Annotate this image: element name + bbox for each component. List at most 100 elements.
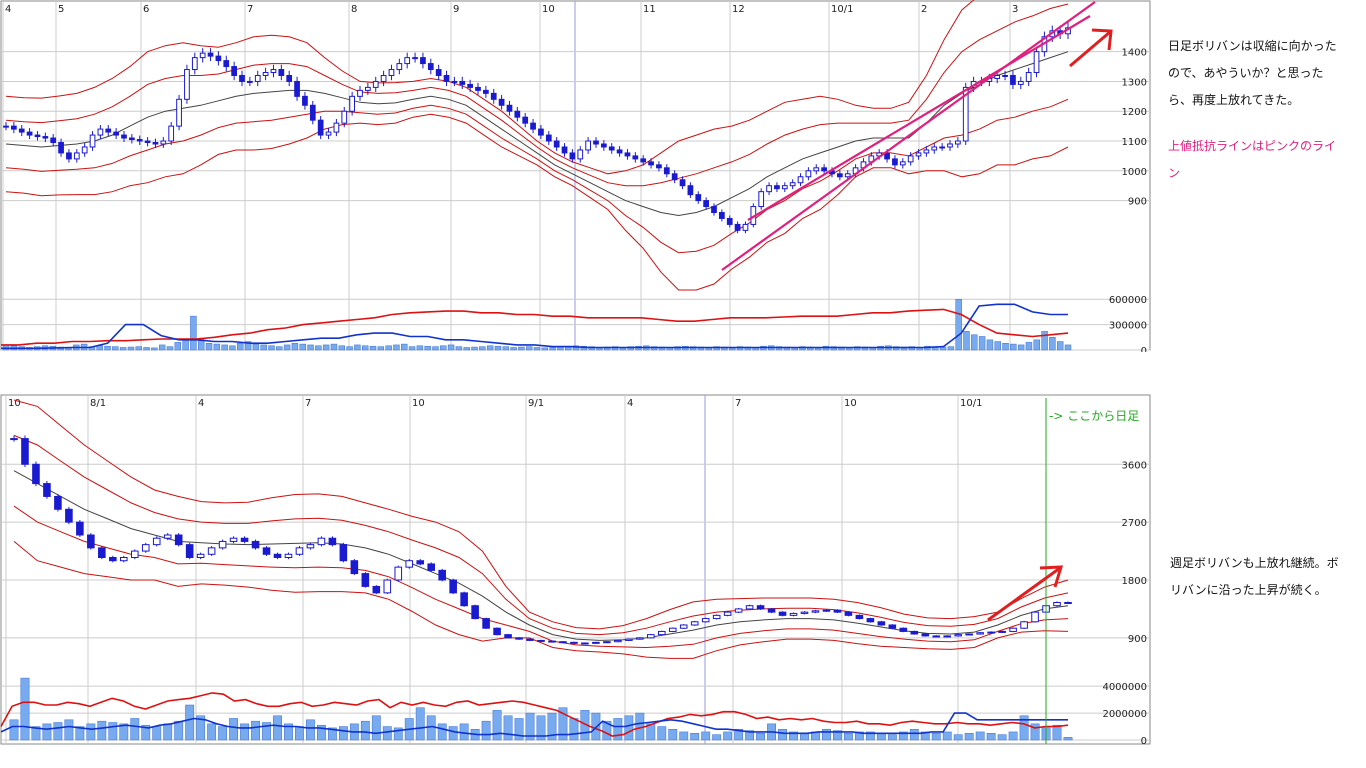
volume-bar: [141, 724, 151, 741]
volume-bar: [1010, 343, 1017, 351]
candle-body: [774, 185, 780, 190]
x-tick-label: 2: [921, 4, 927, 15]
volume-bar: [42, 723, 52, 741]
candle-body: [943, 635, 952, 638]
trend-arrow-head-weekly: [1039, 565, 1064, 588]
volume-bar: [166, 346, 174, 351]
candle-body: [570, 641, 578, 644]
volume-bar: [975, 731, 985, 741]
candle-body: [561, 146, 568, 154]
candle-body: [191, 57, 198, 71]
candle-body: [294, 80, 300, 97]
candle-body: [955, 140, 961, 145]
volume-bar: [898, 731, 908, 741]
volume-bar: [942, 731, 952, 741]
volume-bar: [909, 728, 919, 741]
volume-bar: [558, 707, 568, 741]
volume-bar: [158, 344, 166, 351]
volume-bar: [382, 726, 392, 741]
volume-bar: [525, 712, 535, 741]
volume-bar: [471, 346, 478, 351]
volume-bar: [674, 346, 681, 351]
candle-body: [184, 69, 190, 100]
candle-body: [32, 463, 40, 485]
trend-arrow-head-daily: [1091, 28, 1113, 51]
volume-bar: [756, 733, 766, 741]
volume-bar: [306, 719, 315, 741]
candle-body: [679, 624, 688, 629]
candle-body: [372, 585, 381, 594]
x-tick-label: 7: [305, 398, 311, 409]
daily-chart-svg: 4 5 6 7 8 9 10 11 12 10/1 2 3 1400 1300 1200 1100 1000 90…: [0, 0, 1151, 352]
candle-body: [976, 632, 984, 635]
candle-body: [223, 60, 230, 68]
candle-body: [405, 560, 414, 568]
volume-bar: [627, 346, 634, 351]
volume-bar: [448, 726, 458, 741]
volume-bar: [994, 341, 1001, 351]
candle-body: [515, 637, 523, 640]
candle-body: [601, 143, 607, 148]
candle-body: [89, 134, 96, 148]
volume-bar: [393, 727, 403, 741]
x-tick-label: 12: [732, 4, 745, 15]
candle-body: [73, 152, 80, 160]
volume-line-blue: [1, 303, 1068, 350]
volume-bar: [415, 707, 425, 741]
volume-bar: [426, 715, 436, 741]
volume-bar: [964, 733, 974, 741]
volume-bar: [9, 719, 19, 741]
volume-bar: [833, 730, 842, 741]
volume-bar: [502, 346, 509, 351]
volume-bar: [346, 346, 353, 351]
price-tick-label: 2700: [1122, 518, 1147, 529]
volume-bar: [251, 720, 260, 741]
volume-bar: [572, 345, 580, 351]
candle-body: [443, 74, 450, 82]
volume-bar: [447, 344, 455, 351]
volume-bar: [525, 346, 533, 351]
volume-bar: [734, 728, 744, 741]
candle-body: [833, 609, 842, 613]
candle-body: [365, 86, 371, 91]
candle-body: [915, 152, 922, 157]
candle-body: [822, 609, 831, 612]
volume-bar: [588, 346, 595, 351]
candle-body: [302, 95, 308, 106]
candle-body: [317, 537, 326, 546]
volume-bar: [624, 715, 634, 741]
candle-body: [921, 633, 930, 637]
candle-body: [251, 540, 260, 549]
bollinger-band-up1: [13, 434, 1069, 636]
candle-body: [459, 80, 466, 85]
candle-body: [105, 128, 112, 133]
candle-body: [559, 641, 567, 644]
volume-bar: [510, 347, 517, 351]
volume-bar: [557, 346, 564, 351]
candle-body: [625, 638, 633, 641]
volume-bar: [229, 345, 236, 351]
weekly-chart: 10 8/1 4 7 10 9/1 4 7 10 10/1 3600 2700 1800 900 40000…: [0, 394, 1152, 746]
volume-bar: [354, 344, 361, 351]
candle-body: [498, 98, 505, 106]
x-tick-label: 4: [627, 398, 633, 409]
volume-tick-label: 0: [1141, 346, 1147, 352]
candle-body: [994, 74, 1001, 79]
candle-body: [66, 152, 72, 160]
volume-bar: [252, 343, 260, 351]
candle-body: [435, 69, 442, 76]
volume-tick-label: 300000: [1109, 321, 1147, 332]
volume-bar: [64, 719, 74, 741]
candle-body: [278, 69, 285, 76]
volume-bar: [955, 298, 962, 351]
price-tick-label: 1100: [1122, 137, 1147, 148]
candle-body: [506, 104, 513, 112]
candle-body: [962, 86, 969, 142]
candle-body: [215, 55, 222, 62]
candle-body: [185, 544, 194, 558]
candle-body: [657, 630, 666, 636]
candle-body: [65, 508, 73, 523]
candle-body: [877, 621, 886, 626]
volume-bar: [393, 344, 400, 351]
volume-bar: [789, 731, 798, 741]
